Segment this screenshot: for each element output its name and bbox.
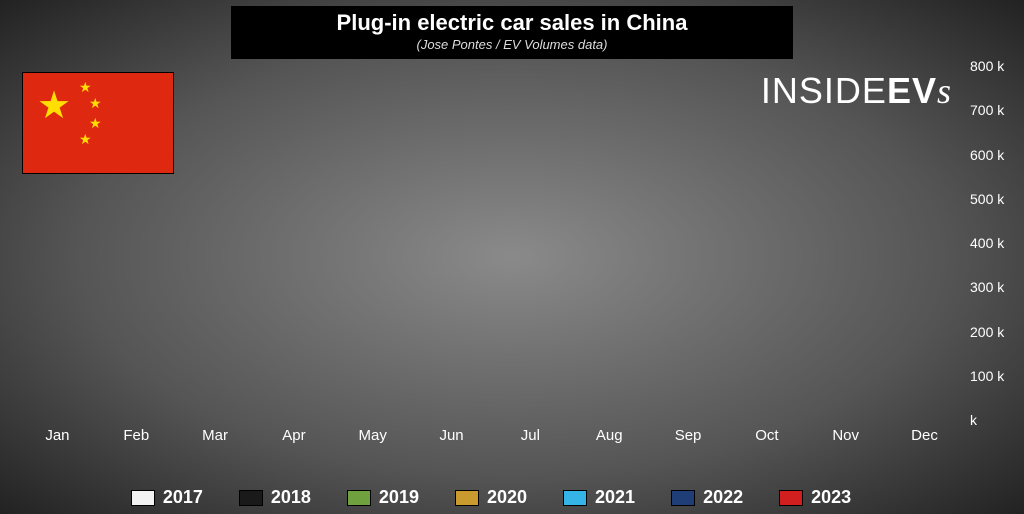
y-tick-label: 800 k	[970, 58, 1020, 74]
chart-title: Plug-in electric car sales in China	[232, 11, 792, 35]
x-tick-label: Nov	[806, 427, 885, 444]
legend-swatch-icon	[779, 490, 803, 506]
legend-item: 2020	[455, 487, 527, 508]
plot-area: JanFebMarAprMayJunJulAugSepOctNovDec	[18, 66, 964, 420]
y-tick-label: 500 k	[970, 191, 1020, 207]
x-tick-label: Mar	[176, 427, 255, 444]
legend-label: 2021	[595, 487, 635, 508]
chart-subtitle: (Jose Pontes / EV Volumes data)	[232, 37, 792, 52]
x-tick-label: Feb	[97, 427, 176, 444]
legend-item: 2019	[347, 487, 419, 508]
chart-page: Plug-in electric car sales in China (Jos…	[0, 0, 1024, 514]
legend-item: 2018	[239, 487, 311, 508]
x-tick-label: May	[333, 427, 412, 444]
legend: 2017 2018 2019 2020 2021 2022 2023	[18, 487, 964, 508]
legend-swatch-icon	[347, 490, 371, 506]
x-tick-label: Sep	[649, 427, 728, 444]
legend-swatch-icon	[239, 490, 263, 506]
x-tick-label: Dec	[885, 427, 964, 444]
legend-item: 2023	[779, 487, 851, 508]
y-tick-label: 100 k	[970, 368, 1020, 384]
legend-swatch-icon	[563, 490, 587, 506]
y-tick-label: 600 k	[970, 147, 1020, 163]
legend-swatch-icon	[131, 490, 155, 506]
legend-item: 2017	[131, 487, 203, 508]
title-box: Plug-in electric car sales in China (Jos…	[231, 6, 793, 59]
y-tick-label: k	[970, 412, 1020, 428]
y-tick-label: 200 k	[970, 324, 1020, 340]
legend-swatch-icon	[455, 490, 479, 506]
legend-item: 2021	[563, 487, 635, 508]
legend-label: 2022	[703, 487, 743, 508]
y-tick-label: 300 k	[970, 279, 1020, 295]
legend-label: 2017	[163, 487, 203, 508]
x-tick-label: Oct	[727, 427, 806, 444]
bar-chart: JanFebMarAprMayJunJulAugSepOctNovDec k10…	[18, 66, 964, 458]
legend-label: 2023	[811, 487, 851, 508]
legend-label: 2018	[271, 487, 311, 508]
y-tick-label: 400 k	[970, 235, 1020, 251]
x-tick-label: Aug	[570, 427, 649, 444]
legend-item: 2022	[671, 487, 743, 508]
y-tick-label: 700 k	[970, 102, 1020, 118]
x-tick-label: Jun	[412, 427, 491, 444]
legend-swatch-icon	[671, 490, 695, 506]
legend-label: 2020	[487, 487, 527, 508]
x-tick-label: Jul	[491, 427, 570, 444]
x-tick-label: Apr	[254, 427, 333, 444]
x-tick-label: Jan	[18, 427, 97, 444]
legend-label: 2019	[379, 487, 419, 508]
